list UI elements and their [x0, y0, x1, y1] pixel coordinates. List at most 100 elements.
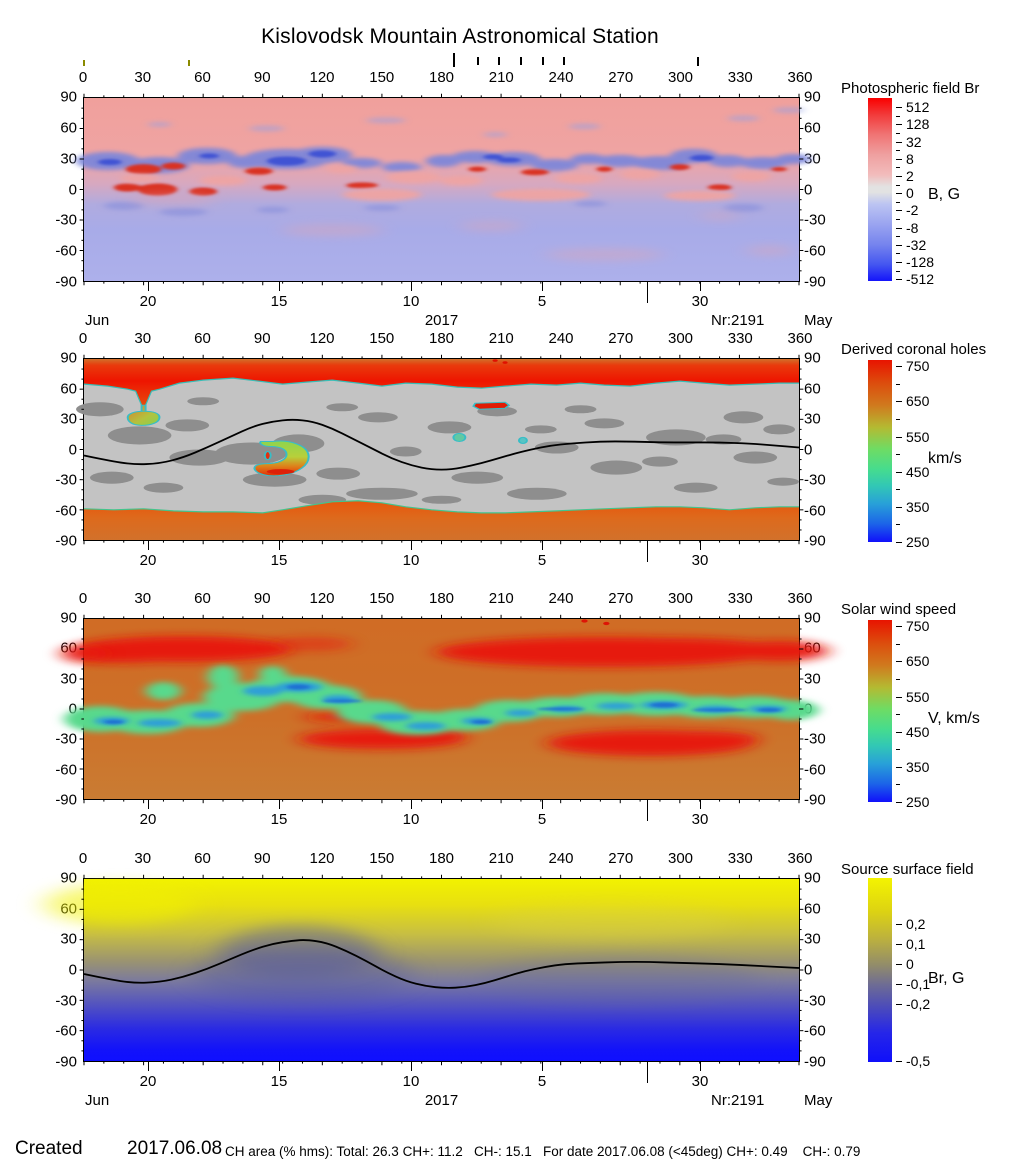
figure-title: Kislovodsk Mountain Astronomical Station — [261, 25, 659, 48]
lon-tick-label: 60 — [194, 69, 211, 86]
colorbar-title-coronal-holes: Derived coronal holes — [841, 341, 987, 358]
colorbar-minor-tick — [896, 132, 900, 134]
lat-tick-label: 30 — [60, 410, 77, 428]
date-tick — [148, 1062, 149, 1071]
lon-tick-label: 330 — [727, 69, 753, 86]
lat-tick-label: 30 — [60, 150, 77, 168]
lon-tick-label: 300 — [667, 330, 694, 347]
date-tick — [148, 282, 149, 291]
colorbar-tick-label: -0,5 — [906, 1053, 931, 1070]
panel-coronal-holes: 0 30 60 90 120 150 180 210 240 270 300 330 360 90 60 3… — [55, 330, 825, 569]
date-tick — [279, 541, 280, 550]
month-label-jun: Jun — [85, 1092, 110, 1109]
lon-tick-label: 180 — [428, 69, 455, 86]
colorbar-tick — [896, 210, 902, 212]
date-tick — [542, 282, 543, 291]
colorbar-tick — [896, 471, 902, 473]
lat-tick-label: 60 — [60, 380, 77, 397]
colorbar-tick-label: -2 — [906, 202, 919, 219]
date-tick — [279, 1062, 280, 1071]
colorbar-tick — [896, 175, 902, 177]
lat-tick-label: 30 — [804, 410, 821, 428]
date-tick — [542, 541, 543, 550]
lat-tick-label: 30 — [60, 670, 77, 688]
colorbar-tick — [896, 1061, 902, 1063]
colorbar-tick — [896, 983, 902, 985]
lon-tick-label: 270 — [608, 330, 634, 347]
small-red-dots — [581, 619, 610, 626]
lon-tick-label: 330 — [727, 850, 753, 867]
lon-tick-label: 150 — [369, 590, 395, 607]
lat-tick-label: -60 — [55, 1022, 77, 1040]
region-marker-tick — [453, 53, 455, 67]
lat-tick-label: 0 — [68, 700, 77, 718]
small-red-dots — [492, 359, 508, 364]
year-label: 2017 — [424, 312, 459, 329]
colorbar-tick — [896, 506, 902, 508]
colorbar-tick-label: -128 — [906, 253, 935, 270]
colorbar-tick-label: 0,1 — [906, 936, 926, 953]
colorbar-tick-label: 650 — [906, 393, 930, 410]
colorbar-tick-label: 550 — [906, 688, 930, 705]
strong-negative-cores — [97, 150, 714, 166]
lat-tick-label: 0 — [804, 181, 813, 198]
lon-tick-label: 300 — [667, 850, 694, 867]
lat-tick-label: -90 — [804, 273, 826, 291]
date-axis-labels: 20 15 10 5 30 — [83, 1073, 800, 1091]
carrington-rotation-label: Nr:2191 — [711, 1092, 765, 1109]
colorbar-minor-tick — [896, 454, 900, 456]
colorbar-tick-label: -0,1 — [906, 975, 931, 992]
lon-tick-label: 30 — [134, 850, 152, 867]
field-shading — [44, 884, 760, 1006]
colorbar-tick-label: 750 — [906, 618, 930, 635]
lon-tick-label: 180 — [428, 330, 455, 347]
lat-tick-label: -30 — [804, 471, 826, 489]
colorbar-tick — [896, 261, 902, 263]
colorbar-source-surface — [868, 878, 892, 1062]
lon-tick-label: 210 — [488, 850, 514, 867]
date-tick — [148, 800, 149, 809]
latitude-axis-labels-right: 90 60 30 0 -30 -60 -90 — [804, 89, 848, 291]
lon-tick-label: 60 — [194, 590, 211, 607]
lon-tick-label: 0 — [78, 590, 88, 607]
region-marker-tick — [498, 57, 500, 65]
lat-tick-label: 0 — [804, 441, 813, 458]
colorbar-minor-tick — [896, 643, 900, 645]
date-label: 30 — [691, 293, 709, 310]
colorbar-tick-label: -32 — [906, 236, 927, 253]
lat-tick-label: -90 — [55, 1053, 77, 1071]
lon-tick-label: 270 — [608, 850, 634, 867]
region-marker-tick — [542, 57, 544, 65]
colorbar-scale-photospheric: 512 128 32 8 2 0 -2 -8 -32 -128 -512 — [868, 98, 998, 287]
date-label: 15 — [270, 552, 288, 569]
lat-tick-label: 0 — [68, 181, 77, 198]
date-label: 5 — [537, 811, 547, 828]
lat-tick-label: -90 — [804, 1053, 826, 1071]
date-label: 10 — [402, 293, 420, 310]
lat-tick-label: 30 — [804, 930, 821, 948]
lat-tick-label: -30 — [55, 992, 77, 1010]
lon-tick-label: 210 — [488, 330, 514, 347]
colorbar-tick-label: 350 — [906, 758, 930, 775]
colorbar-tick — [896, 193, 902, 195]
lat-tick-label: 60 — [804, 900, 821, 918]
colorbar-minor-tick — [896, 167, 900, 169]
region-marker-tick — [477, 57, 479, 65]
date-label: 5 — [537, 1073, 547, 1090]
neutral-line — [84, 420, 799, 470]
south-hole-boundary — [84, 501, 799, 513]
lon-tick-label: 0 — [78, 330, 88, 347]
colorbar-wind-speed — [868, 620, 892, 802]
lon-tick-label: 240 — [548, 69, 574, 86]
colorbar-scale-coronal-holes: 750 650 550 450 350 250 — [868, 358, 998, 550]
colorbar-minor-tick — [896, 524, 900, 526]
lon-tick-label: 240 — [548, 850, 574, 867]
lat-tick-label: -60 — [804, 242, 826, 260]
date-label: 20 — [139, 293, 157, 310]
lon-tick-label: 60 — [194, 850, 211, 867]
lon-tick-label: 180 — [428, 590, 455, 607]
colorbar-unit-photospheric: B, G — [928, 186, 961, 203]
